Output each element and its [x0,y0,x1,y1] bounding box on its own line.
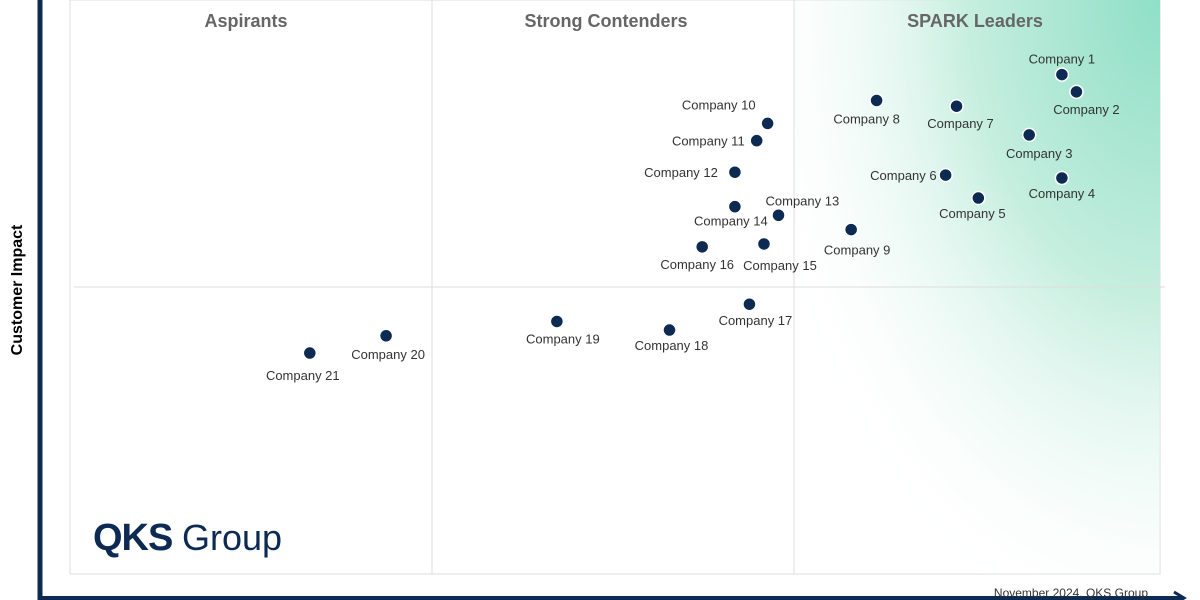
data-point: Company 17 [719,296,793,328]
data-point-marker [302,345,318,361]
data-point: Company 13 [766,193,840,223]
data-point-label: Company 3 [1006,146,1072,161]
data-point-label: Company 21 [266,368,340,383]
data-point: Company 9 [824,222,890,258]
logo-group-text: Group [182,517,282,558]
data-point-label: Company 5 [939,206,1005,221]
data-point-label: Company 6 [870,168,936,183]
footer-note: November 2024, QKS Group [994,586,1148,600]
data-point-label: Company 19 [526,331,600,346]
data-point: Company 3 [1006,127,1072,161]
data-point: Company 8 [833,93,900,126]
data-point-label: Company 8 [833,111,899,126]
data-point-marker [843,222,859,237]
data-point-label: Company 7 [927,116,993,131]
data-point-label: Company 9 [824,243,890,258]
data-point-marker [1069,84,1084,100]
data-point-marker [742,296,757,312]
quadrant-title-strong-contenders: Strong Contenders [524,11,687,31]
data-point-label: Company 11 [672,134,745,149]
data-point: Company 6 [870,167,953,183]
data-point-marker [756,236,772,252]
data-point-label: Company 1 [1029,52,1095,67]
data-point-label: Company 16 [660,257,734,272]
data-point-marker [727,199,743,214]
data-point-label: Company 15 [743,258,817,273]
data-point-label: Company 10 [682,97,756,112]
data-point: Company 19 [526,314,600,346]
data-point: Company 10 [682,97,775,131]
data-point: Company 20 [351,328,425,362]
data-point: Company 14 [694,199,768,229]
data-point-marker [771,208,786,223]
points-layer: Company 1 Company 2 Company 3 Company 4 Comp… [266,52,1120,383]
qks-group-logo: QKS Group [93,517,282,559]
data-point: Company 16 [660,239,734,272]
data-point: Company 21 [266,345,340,383]
data-point-marker [1021,127,1037,143]
data-point-label: Company 20 [351,347,425,362]
data-point: Company 18 [635,322,709,353]
data-point-label: Company 17 [719,313,793,328]
data-point: Company 7 [927,98,994,131]
logo-qks-text: QKS [93,517,172,559]
data-point-label: Company 12 [644,165,718,180]
y-axis-label: Customer Impact [9,224,26,355]
data-point-marker [869,93,884,108]
x-axis-arrow-icon [1173,590,1187,600]
data-point-label: Company 14 [694,214,768,229]
data-point-label: Company 18 [635,338,709,353]
data-point: Company 4 [1029,170,1095,201]
data-point-marker [760,116,775,131]
data-point-label: Company 13 [766,193,840,208]
data-point-marker [949,98,964,114]
data-point-marker [727,164,743,180]
data-point-marker [938,167,953,183]
quadrant-title-aspirants: Aspirants [204,11,287,31]
data-point: Company 12 [644,164,743,180]
data-point-marker [378,328,394,344]
data-point: Company 2 [1053,84,1120,117]
data-point: Company 15 [743,236,817,273]
data-point: Company 5 [939,190,1006,221]
data-point: Company 1 [1029,52,1095,82]
data-point-marker [694,239,710,255]
data-point: Company 11 [672,133,764,149]
data-point-marker [1054,67,1070,82]
data-point-marker [549,314,565,329]
data-point-marker [662,322,677,338]
data-point-label: Company 4 [1029,186,1095,201]
data-point-label: Company 2 [1053,102,1119,117]
data-point-marker [1054,170,1070,186]
data-point-marker [749,133,764,148]
quadrant-title-spark-leaders: SPARK Leaders [907,11,1043,31]
data-point-marker [971,190,986,206]
